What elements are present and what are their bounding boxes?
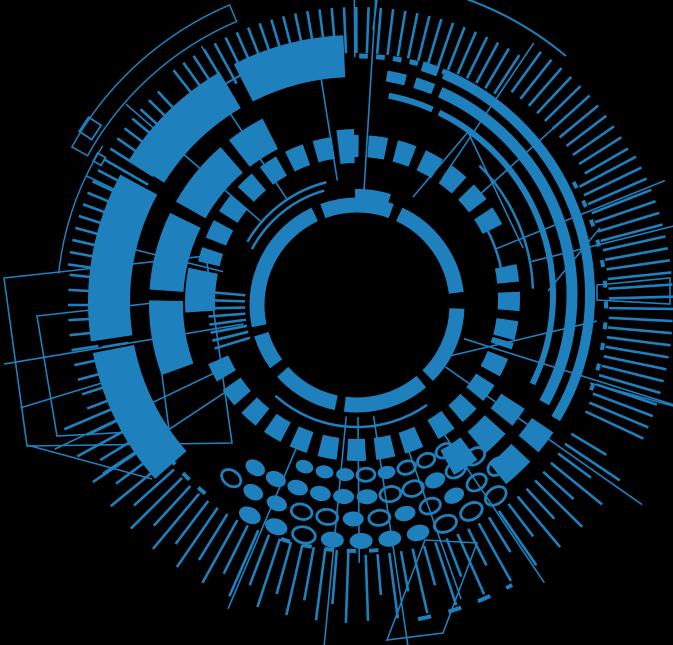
mid-ring xyxy=(149,118,279,376)
dash-ring xyxy=(198,135,520,461)
inner-ring xyxy=(249,197,465,413)
inner-thin-arc-upper-a xyxy=(250,189,325,250)
tick-ring-top-right xyxy=(510,51,629,175)
outline-squares xyxy=(77,115,107,167)
tick-ring-top xyxy=(172,6,521,108)
connector-lines xyxy=(26,0,673,480)
radial-lines xyxy=(3,0,673,645)
right-dashed-arc xyxy=(571,181,609,391)
triple-arc-thin xyxy=(388,92,556,386)
tick-ring-bottom-left xyxy=(63,399,350,623)
dash-ring-big-block xyxy=(185,267,218,313)
top-dashed-arc xyxy=(359,53,452,77)
bottom-left-dashed-arc xyxy=(167,456,207,496)
triple-arc-mid xyxy=(385,70,578,406)
inner-thin-arc-bottom xyxy=(274,394,428,429)
tick-ring-right xyxy=(578,155,673,440)
wedge-bottom xyxy=(385,539,479,641)
dot-grid xyxy=(220,442,509,549)
outer-band-top-left xyxy=(70,3,238,157)
outer-thin-arc-top-right xyxy=(466,0,567,57)
tick-ring-left xyxy=(67,90,194,273)
wedge-left-outer xyxy=(3,255,233,447)
bottom-right-dashed-arc xyxy=(417,583,514,622)
wedge-left-inner xyxy=(36,302,170,437)
dash-ring-tall-block xyxy=(336,129,355,165)
tick-ring-bottom-right xyxy=(364,432,621,621)
inner-ring-tab xyxy=(354,189,391,210)
panel-right xyxy=(596,277,671,305)
tick-ring-left-outer xyxy=(68,273,113,410)
inner-thin-arc-upper-b xyxy=(246,181,327,243)
